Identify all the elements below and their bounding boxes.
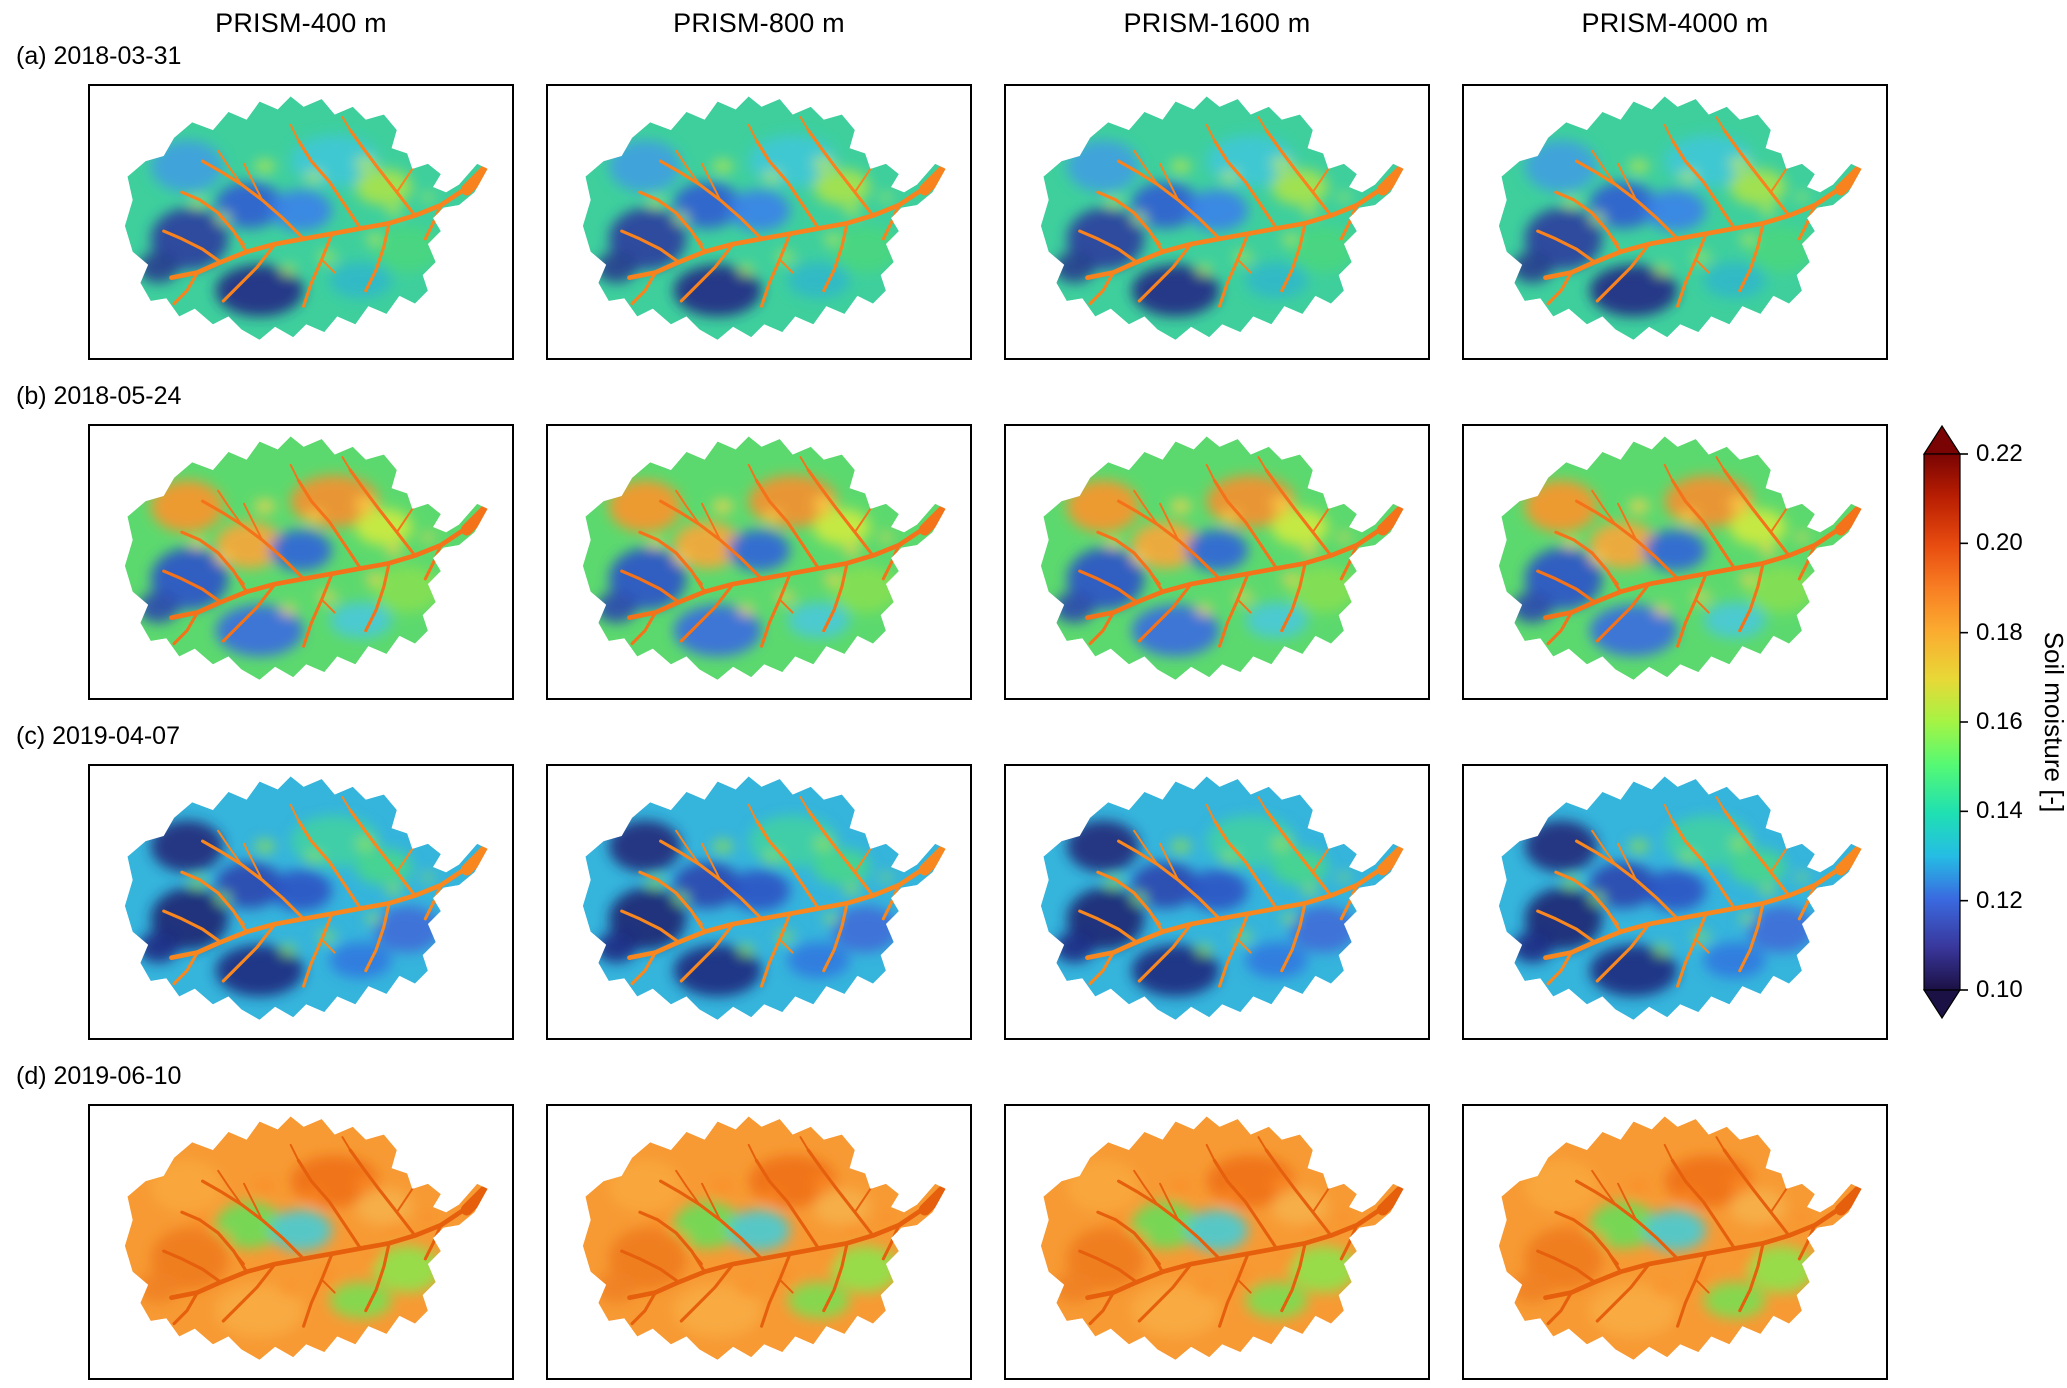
- row-label-a: (a) 2018-03-31: [16, 42, 182, 70]
- colorbar-gradient-bar: [1923, 453, 1961, 991]
- column-title-1600m: PRISM-1600 m: [1123, 8, 1311, 38]
- colorbar-tick-label: 0.10: [1976, 976, 2023, 1003]
- soil-moisture-map: [124, 96, 488, 340]
- map-panel: [1462, 764, 1888, 1040]
- channel-network: [620, 796, 946, 988]
- soil-moisture-map: [1040, 1116, 1404, 1360]
- map-panel: [546, 764, 972, 1040]
- moisture-patches: [595, 475, 899, 657]
- soil-moisture-map: [124, 776, 488, 1020]
- soil-moisture-map: [124, 1116, 488, 1360]
- colorbar: 0.22 0.20 0.18 0.16 0.14 0.12 0.10 Soil moistu…: [1922, 424, 2067, 1024]
- map-panel: [1004, 424, 1430, 700]
- moisture-patches: [137, 135, 441, 317]
- soil-moisture-map: [582, 776, 946, 1020]
- moisture-patches: [1053, 815, 1357, 997]
- map-panel: [88, 424, 514, 700]
- row-label-d: (d) 2019-06-10: [16, 1062, 182, 1090]
- colorbar-tick-label: 0.14: [1976, 797, 2023, 825]
- soil-moisture-map: [1040, 96, 1404, 340]
- map-panel: [546, 424, 972, 700]
- soil-moisture-map: [1498, 96, 1862, 340]
- moisture-patches: [1511, 475, 1815, 657]
- soil-moisture-map: [1498, 1116, 1862, 1360]
- soil-moisture-map: [582, 1116, 946, 1360]
- column-title-400m: PRISM-400 m: [215, 8, 387, 38]
- soil-moisture-map: [582, 436, 946, 680]
- moisture-patches: [1511, 815, 1815, 997]
- soil-moisture-map: [582, 96, 946, 340]
- moisture-patches: [595, 815, 899, 997]
- channel-network: [162, 456, 488, 648]
- channel-network: [620, 456, 946, 648]
- column-title-800m: PRISM-800 m: [673, 8, 845, 38]
- colorbar-label: Soil moisture [-]: [2039, 631, 2067, 813]
- channel-network: [620, 116, 946, 308]
- map-panel: [1004, 764, 1430, 1040]
- channel-network: [1536, 796, 1862, 988]
- map-panel: [1462, 1104, 1888, 1380]
- soil-moisture-map: [1040, 436, 1404, 680]
- channel-network: [1536, 456, 1862, 648]
- row-label-c: (c) 2019-04-07: [16, 722, 180, 750]
- channel-network: [162, 796, 488, 988]
- map-panel: [1004, 84, 1430, 360]
- colorbar-arrow-bottom: [1922, 989, 1962, 1020]
- map-panel: [88, 84, 514, 360]
- channel-network: [620, 1136, 946, 1328]
- moisture-patches: [1053, 1155, 1357, 1337]
- colorbar-tick-label: 0.12: [1976, 886, 2023, 914]
- channel-network: [1078, 116, 1404, 308]
- map-panel: [1004, 1104, 1430, 1380]
- map-panel: [1462, 424, 1888, 700]
- channel-network: [1078, 456, 1404, 648]
- column-title-4000m: PRISM-4000 m: [1581, 8, 1769, 38]
- colorbar-ticks: 0.22 0.20 0.18 0.16 0.14 0.12 0.10: [1976, 440, 2048, 1003]
- colorbar-tick-label: 0.18: [1976, 618, 2023, 646]
- soil-moisture-map: [1498, 436, 1862, 680]
- soil-moisture-map: [124, 436, 488, 680]
- map-panel: [546, 1104, 972, 1380]
- channel-network: [1536, 116, 1862, 308]
- colorbar-bar: [1922, 424, 1970, 1029]
- channel-network: [162, 116, 488, 308]
- colorbar-tick-label: 0.16: [1976, 708, 2023, 735]
- channel-network: [1078, 1136, 1404, 1328]
- soil-moisture-map: [1040, 776, 1404, 1020]
- moisture-patches: [137, 475, 441, 657]
- channel-network: [1536, 1136, 1862, 1328]
- colorbar-svg: [1922, 424, 1968, 1020]
- soil-moisture-map: [1498, 776, 1862, 1020]
- map-panel: [1462, 84, 1888, 360]
- moisture-patches: [1053, 135, 1357, 317]
- moisture-patches: [595, 135, 899, 317]
- colorbar-tick-label: 0.22: [1976, 440, 2023, 467]
- map-panel: [88, 764, 514, 1040]
- row-label-b: (b) 2018-05-24: [16, 382, 182, 410]
- colorbar-tick-label: 0.20: [1976, 529, 2023, 557]
- map-panel: [88, 1104, 514, 1380]
- colorbar-arrow-top: [1922, 424, 1962, 455]
- map-panel: [546, 84, 972, 360]
- channel-network: [162, 1136, 488, 1328]
